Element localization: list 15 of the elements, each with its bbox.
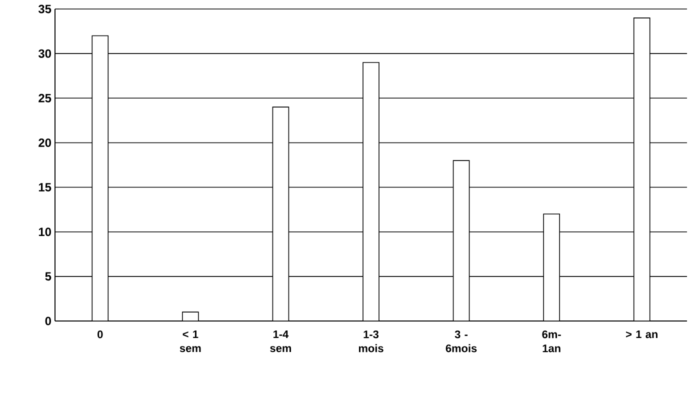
- x-tick-label: 1-3 mois: [358, 330, 384, 352]
- y-tick-label: 5: [45, 272, 52, 281]
- y-tick-label: 35: [38, 4, 52, 14]
- x-tick-label: 6m-1an: [542, 330, 561, 352]
- x-tick-label: > 1 an: [626, 330, 658, 338]
- y-tick-label: 15: [38, 183, 52, 192]
- x-tick-label: 3 - 6mois: [446, 330, 477, 352]
- y-tick-label: 30: [38, 49, 51, 58]
- y-tick-label: 25: [38, 94, 52, 102]
- x-tick-label: 0: [98, 330, 103, 338]
- x-tick-label: < 1 sem: [180, 330, 201, 352]
- x-tick-label: 1-4 sem: [270, 330, 291, 352]
- y-tick-label: 0: [45, 316, 51, 326]
- y-tick-label: 20: [38, 138, 51, 147]
- y-tick-label: 10: [38, 228, 51, 236]
